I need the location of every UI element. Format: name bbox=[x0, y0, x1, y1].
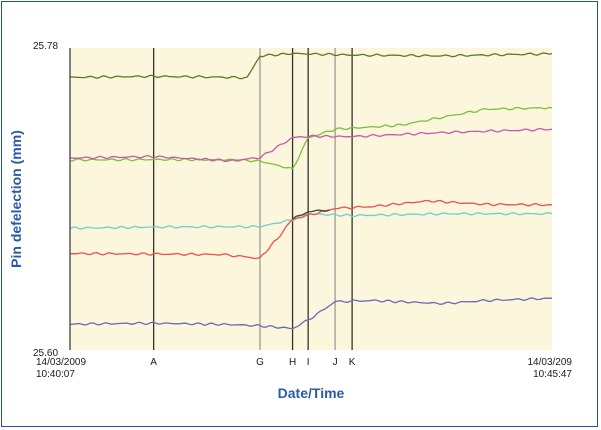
x-axis-title: Date/Time bbox=[278, 385, 345, 401]
event-label-k: K bbox=[349, 357, 356, 368]
x-start-time-label: 10:40:07 bbox=[36, 369, 75, 380]
plot-area bbox=[70, 48, 552, 350]
event-label-a: A bbox=[150, 357, 157, 368]
event-label-i: I bbox=[307, 357, 310, 368]
series-line-0 bbox=[69, 52, 553, 80]
series-line-6 bbox=[69, 297, 553, 330]
series-line-4 bbox=[69, 199, 553, 260]
series-lines bbox=[69, 52, 553, 330]
series-line-5 bbox=[292, 209, 330, 220]
x-end-date-label: 14/03/209 bbox=[528, 357, 573, 368]
event-label-j: J bbox=[333, 357, 338, 368]
series-line-1 bbox=[70, 106, 553, 170]
event-label-h: H bbox=[289, 357, 296, 368]
y-tick-label-min: 25.60 bbox=[33, 348, 58, 359]
series-line-2 bbox=[69, 127, 553, 162]
x-start-date-label: 14/03/2009 bbox=[36, 357, 86, 368]
y-axis-title: Pin defelection (mm) bbox=[8, 130, 24, 268]
x-end-time-label: 10:45:47 bbox=[533, 369, 572, 380]
y-tick-label-max: 25.78 bbox=[33, 41, 58, 52]
event-label-g: G bbox=[256, 357, 264, 368]
